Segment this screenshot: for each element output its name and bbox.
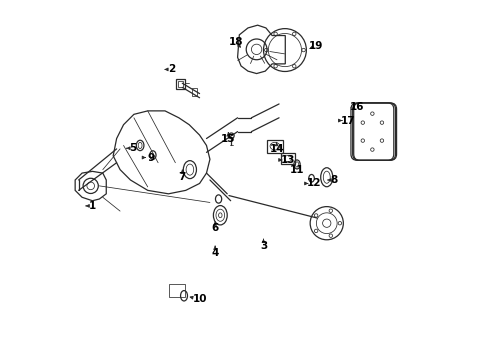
Text: 4: 4: [211, 248, 218, 257]
Bar: [175, 79, 185, 89]
Bar: [266, 140, 282, 153]
Bar: [191, 88, 197, 96]
Text: 15: 15: [221, 134, 235, 144]
Text: 16: 16: [349, 103, 364, 112]
Text: 7: 7: [178, 172, 185, 181]
Text: 14: 14: [269, 144, 284, 154]
Text: 5: 5: [129, 143, 137, 153]
Text: 13: 13: [280, 155, 294, 165]
Text: 10: 10: [192, 294, 206, 304]
Text: 12: 12: [306, 179, 320, 188]
Text: 17: 17: [340, 116, 355, 126]
Text: 18: 18: [228, 37, 243, 47]
Text: 11: 11: [289, 165, 304, 175]
Text: 8: 8: [330, 175, 337, 185]
Text: 19: 19: [308, 41, 322, 51]
Bar: [169, 284, 184, 297]
Text: 3: 3: [259, 241, 266, 251]
Text: 9: 9: [147, 153, 154, 162]
Bar: [178, 81, 183, 87]
Text: 1: 1: [89, 201, 96, 211]
Bar: [281, 153, 294, 164]
Text: 6: 6: [211, 224, 218, 233]
Text: 2: 2: [168, 64, 175, 75]
